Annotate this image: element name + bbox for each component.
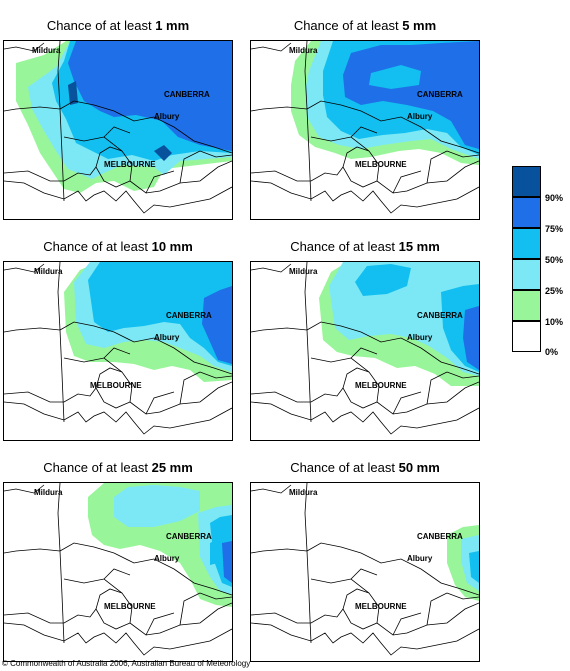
coastline [251,180,479,214]
probability-shading [88,483,232,607]
label-mildura: Mildura [34,488,63,497]
label-albury: Albury [407,333,433,342]
legend-label: 0% [545,347,559,357]
label-canberra: CANBERRA [166,532,212,541]
legend-swatch [512,228,541,259]
panel-title: Chance of at least 1 mm [46,18,190,33]
probability-shading [16,41,232,193]
coastline [4,180,232,214]
legend-label: 75% [545,224,564,234]
label-melbourne: MELBOURNE [355,381,407,390]
state-boundaries [4,483,232,644]
label-mildura: Mildura [289,46,318,55]
label-albury: Albury [154,112,180,121]
legend-label: 10% [545,317,564,327]
panel-title: Chance of at least 50 mm [290,460,440,475]
legend-swatch [512,259,541,290]
label-melbourne: MELBOURNE [355,160,407,169]
label-albury: Albury [154,333,180,342]
legend-label: 50% [545,255,564,265]
state-boundaries [4,262,232,423]
label-melbourne: MELBOURNE [104,160,156,169]
probability-map: Mildura CANBERRA Albury MELBOURNE [3,40,233,220]
label-mildura: Mildura [289,488,318,497]
coastline [251,622,479,656]
legend-label: 90% [545,193,564,203]
label-melbourne: MELBOURNE [355,602,407,611]
coastline [4,401,232,435]
probability-map: Mildura CANBERRA Albury MELBOURNE [3,261,233,441]
label-canberra: CANBERRA [417,90,463,99]
legend-swatch [512,321,541,352]
probability-map: Mildura CANBERRA Albury MELBOURNE [250,261,480,441]
panel-title: Chance of at least 5 mm [293,18,437,33]
state-boundaries [4,41,232,202]
legend-swatch [512,166,541,197]
probability-shading [319,262,479,386]
label-albury: Albury [407,554,433,563]
legend-label: 25% [545,286,564,296]
legend-swatch [512,290,541,321]
probability-map: Mildura CANBERRA Albury MELBOURNE [250,40,480,220]
label-melbourne: MELBOURNE [90,381,142,390]
label-mildura: Mildura [34,267,63,276]
label-albury: Albury [407,112,433,121]
coastline [4,622,232,656]
panel-title: Chance of at least 10 mm [43,239,193,254]
probability-map: Mildura CANBERRA Albury MELBOURNE [3,482,233,662]
label-canberra: CANBERRA [166,311,212,320]
state-boundaries [251,41,479,202]
copyright-notice: © Commonwealth of Australia 2006, Austra… [2,659,251,668]
state-boundaries [251,262,479,423]
label-canberra: CANBERRA [417,532,463,541]
label-albury: Albury [154,554,180,563]
probability-map: Mildura CANBERRA Albury MELBOURNE [250,482,480,662]
probability-legend: 90% 75% 50% 25% 10% 0% [512,166,568,357]
probability-shading [447,525,479,601]
label-mildura: Mildura [32,46,61,55]
label-canberra: CANBERRA [417,311,463,320]
legend-swatch [512,197,541,228]
probability-shading [64,262,232,382]
coastline [251,401,479,435]
label-melbourne: MELBOURNE [104,602,156,611]
state-boundaries [251,483,479,644]
label-canberra: CANBERRA [164,90,210,99]
panel-title: Chance of at least 15 mm [290,239,440,254]
probability-shading [291,41,479,165]
panel-title: Chance of at least 25 mm [43,460,193,475]
label-mildura: Mildura [289,267,318,276]
